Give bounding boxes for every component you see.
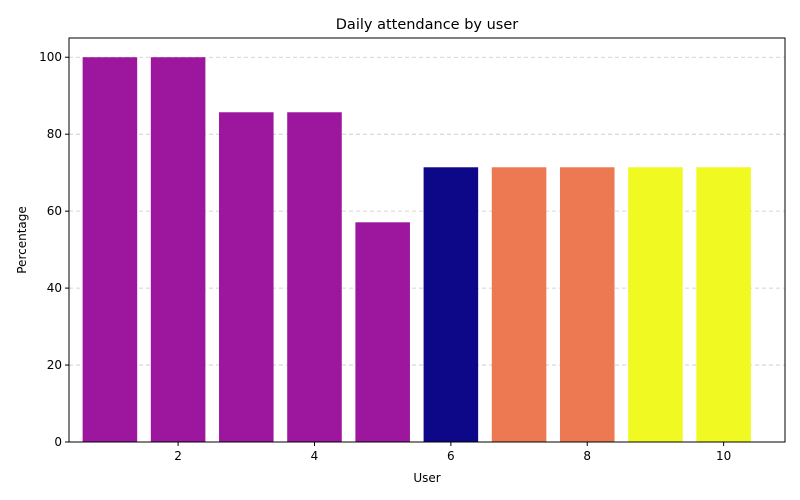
bar-user-4 (287, 112, 342, 443)
bar-user-1 (82, 57, 138, 442)
plot-frame (68, 37, 786, 443)
x-ticks: 2 4 6 8 10 (174, 442, 731, 463)
x-tick-label: 10 (716, 449, 731, 463)
bar-user-9 (628, 167, 683, 442)
bar-user-2 (150, 57, 206, 442)
y-tick-label: 100 (39, 50, 62, 64)
axes (68, 37, 786, 443)
x-tick-label: 2 (174, 449, 182, 463)
y-tick-label: 80 (47, 127, 62, 141)
y-tick-label: 60 (47, 204, 62, 218)
chart-title: Daily attendance by user (336, 17, 519, 33)
y-tick-label: 40 (47, 281, 62, 295)
bar-user-3 (219, 112, 274, 443)
x-tick-label: 8 (583, 449, 591, 463)
bar-user-6 (423, 167, 479, 442)
x-tick-label: 6 (447, 449, 455, 463)
x-axis-title: User (413, 471, 440, 485)
y-tick-label: 0 (54, 435, 62, 449)
y-tick-label: 20 (47, 358, 62, 372)
x-tick-label: 4 (311, 449, 319, 463)
bar-user-10 (696, 167, 751, 442)
bar-user-7 (491, 167, 547, 442)
bars (82, 57, 751, 443)
bar-user-8 (559, 167, 615, 442)
y-ticks: 0 20 40 60 80 100 (39, 50, 69, 449)
y-axis-title: Percentage (15, 206, 29, 274)
bar-user-5 (355, 222, 410, 442)
